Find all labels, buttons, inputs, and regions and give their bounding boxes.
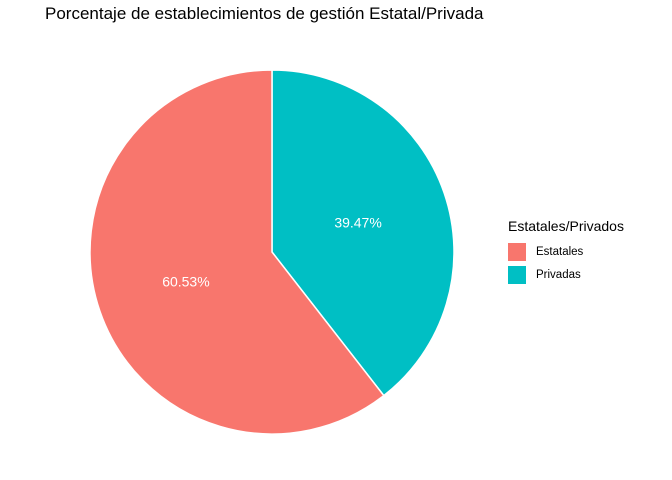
- legend-title: Estatales/Privados: [508, 218, 624, 234]
- legend-key-privadas: [508, 265, 526, 284]
- legend-item-privadas: Privadas: [508, 263, 624, 286]
- legend-item-estatales: Estatales: [508, 240, 624, 263]
- legend-key-estatales: [508, 242, 526, 261]
- legend: Estatales/Privados Estatales Privadas: [508, 218, 624, 286]
- legend-label-privadas: Privadas: [536, 268, 581, 281]
- pie-slice-estatales: [89, 69, 385, 435]
- legend-label-estatales: Estatales: [536, 245, 584, 258]
- pie-label-privadas: 39.47%: [334, 214, 381, 230]
- pie-label-estatales: 60.53%: [162, 274, 209, 290]
- chart-title: Porcentaje de establecimientos de gestió…: [45, 4, 484, 23]
- pie-slice-privadas: [271, 69, 455, 397]
